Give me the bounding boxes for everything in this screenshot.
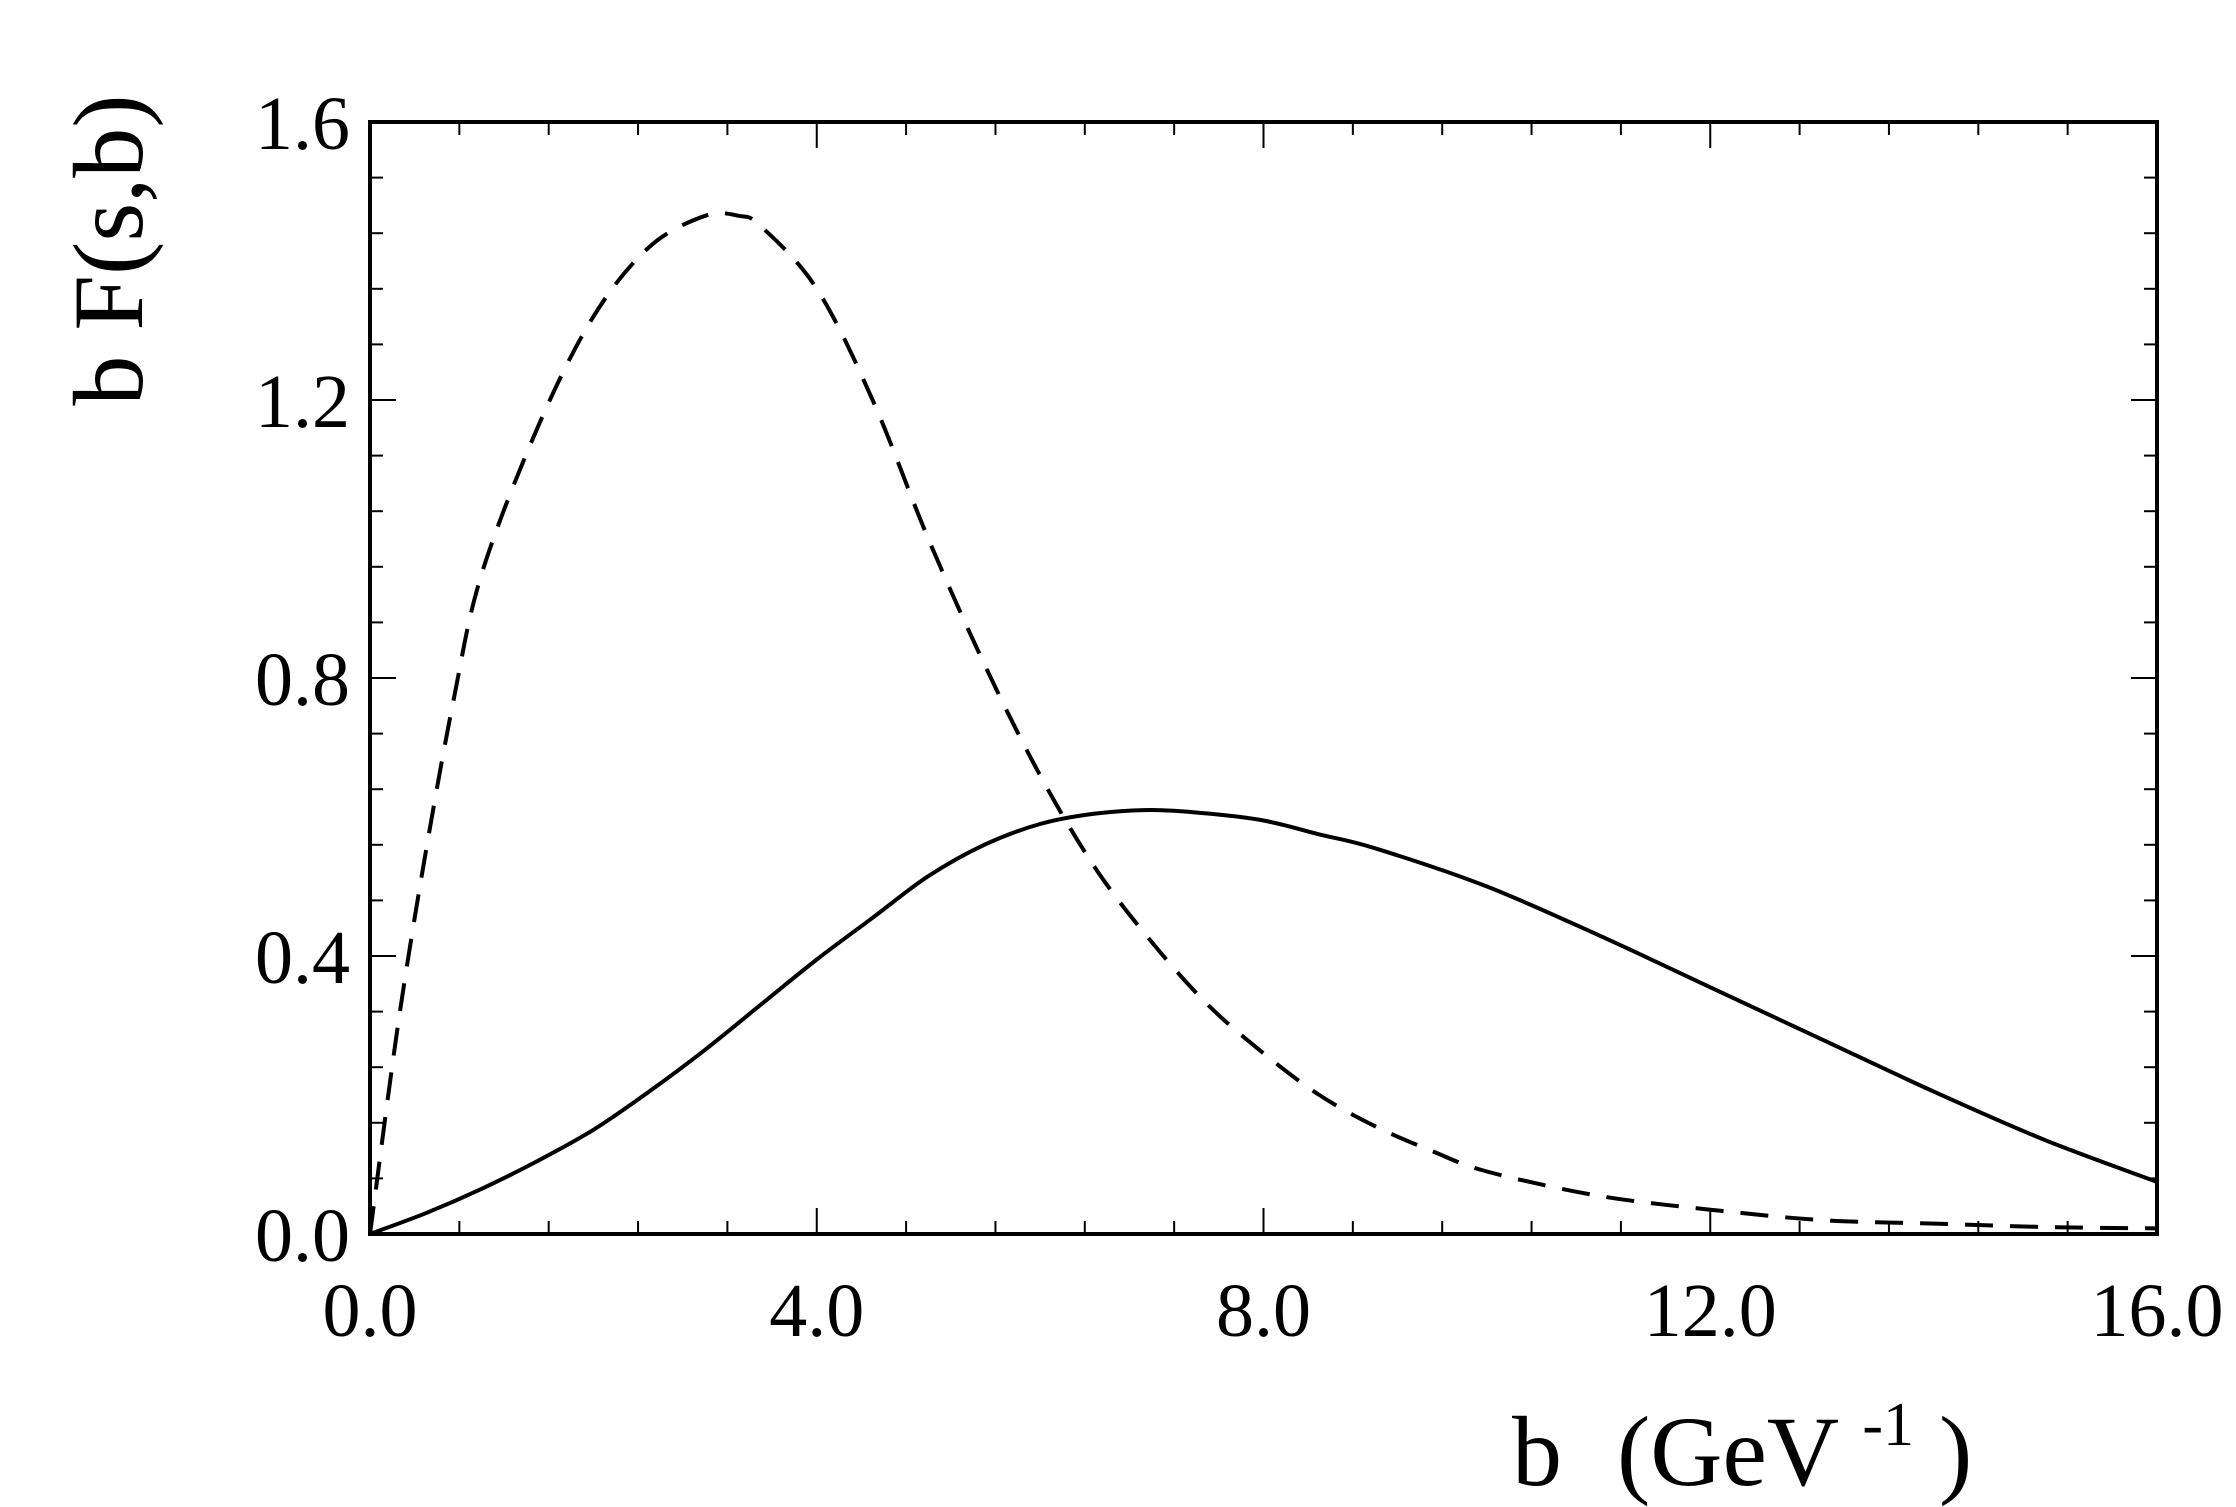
tick-labels: 0.0 4.0 8.0 12.0 16.0 0.0 0.4 0.8 1.2 1.6 <box>255 82 2224 1353</box>
x-axis-title: b (GeV -1 ) <box>1512 1356 1972 1507</box>
x-tick-label: 16.0 <box>2091 1269 2224 1353</box>
y-tick-label: 1.2 <box>255 360 350 444</box>
y-tick-label: 0.0 <box>255 1194 350 1278</box>
y-axis-title: b F(s,b) <box>53 94 164 405</box>
series-layer <box>368 211 2158 1236</box>
x-tick-label: 4.0 <box>769 1269 864 1353</box>
x-axis-variable: b <box>1512 1396 1562 1507</box>
series-line-dashed <box>368 211 2158 1235</box>
plot-frame <box>368 120 2159 1236</box>
x-tick-label: 8.0 <box>1216 1269 1311 1353</box>
x-axis-unit-open: (GeV <box>1617 1396 1839 1507</box>
x-axis-unit-close: ) <box>1939 1396 1972 1507</box>
series-line-solid <box>369 808 2158 1236</box>
x-tick-label: 12.0 <box>1644 1269 1777 1353</box>
x-axis-unit-exponent: -1 <box>1862 1391 1914 1459</box>
y-tick-label: 0.4 <box>255 916 350 1000</box>
y-tick-label: 0.8 <box>255 638 350 722</box>
x-tick-label: 0.0 <box>323 1269 418 1353</box>
y-tick-label: 1.6 <box>255 82 350 166</box>
tick-marks <box>369 121 2158 1235</box>
